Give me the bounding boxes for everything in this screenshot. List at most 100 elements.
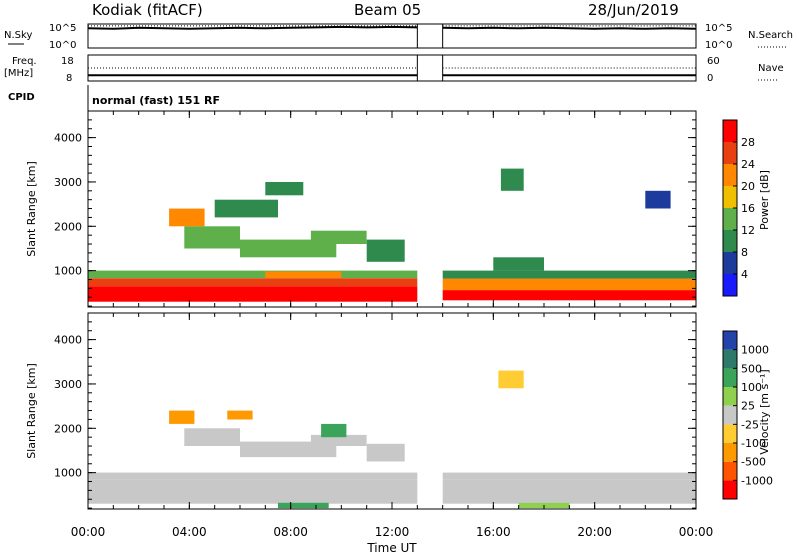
- x-tick-label-1: 04:00: [172, 525, 207, 539]
- x-axis-title: Time UT: [366, 541, 417, 554]
- velocity-region-6: [169, 410, 195, 424]
- freq-tick-bottom: 8: [66, 73, 72, 84]
- power-region-9: [240, 239, 337, 258]
- power-colorbar-label-5: 24: [741, 158, 755, 171]
- noise-right-label: N.Search: [748, 30, 793, 41]
- nave-tick-bottom: 0: [707, 73, 713, 84]
- power-colorbar-band-0: [723, 274, 737, 296]
- velocity-region-10: [227, 410, 253, 420]
- power-colorbar-label-0: 4: [741, 268, 748, 281]
- noise-right-tick-bottom: 10^0: [705, 40, 732, 51]
- date-label: 28/Jun/2019: [588, 1, 679, 19]
- velocity-colorbar-band-2: [723, 443, 737, 462]
- power-colorbar-band-4: [723, 186, 737, 208]
- power-region-14: [493, 257, 544, 271]
- power-colorbar-band-1: [723, 252, 737, 274]
- power-region-8: [184, 226, 240, 249]
- power-region-4: [442, 290, 696, 301]
- power-colorbar-label: Power [dB]: [758, 170, 771, 230]
- velocity-region-4: [278, 502, 329, 509]
- velocity-region-1: [88, 472, 418, 480]
- velocity-colorbar-label-0: -1000: [741, 474, 773, 487]
- power-colorbar-band-7: [723, 120, 737, 142]
- x-tick-label-4: 16:00: [476, 525, 511, 539]
- power-colorbar-band-3: [723, 208, 737, 230]
- power-colorbar-band-6: [723, 142, 737, 164]
- velocity-colorbar-band-6: [723, 368, 737, 387]
- noise-left-tick-top: 10^5: [49, 23, 76, 34]
- velocity-region-12: [366, 443, 405, 462]
- velocity-region-3: [442, 472, 696, 480]
- power-colorbar-label-1: 8: [741, 246, 748, 259]
- power-colorbar-label-2: 12: [741, 224, 755, 237]
- x-tick-label-0: 00:00: [71, 525, 106, 539]
- velocity-region-0: [88, 479, 418, 504]
- power-ytick-label-2: 3000: [54, 176, 82, 189]
- cpid-text: normal (fast) 151 RF: [92, 94, 220, 107]
- x-tick-label-3: 12:00: [375, 525, 410, 539]
- velocity-colorbar-band-5: [723, 387, 737, 406]
- power-region-3: [265, 271, 342, 279]
- velocity-region-13: [498, 370, 524, 389]
- noise-series-0-segment-1: [442, 26, 697, 30]
- x-tick-label-2: 08:00: [273, 525, 308, 539]
- power-ylabel: Slant Range [km]: [25, 161, 38, 257]
- velocity-colorbar-band-3: [723, 424, 737, 443]
- freq-label-line1: Freq.: [12, 56, 37, 67]
- noise-left-tick-bottom: 10^0: [49, 40, 76, 51]
- freq-tick-top: 18: [61, 56, 74, 67]
- power-colorbar-label-4: 20: [741, 180, 755, 193]
- velocity-colorbar-label: Velocity [m s⁻¹]: [758, 369, 771, 454]
- power-ytick-label-1: 2000: [54, 220, 82, 233]
- velocity-colorbar-band-0: [723, 480, 737, 499]
- power-region-15: [500, 168, 524, 191]
- power-colorbar-band-5: [723, 164, 737, 186]
- velocity-ytick-label-2: 3000: [54, 378, 82, 391]
- noise-panel-frame: [87, 23, 697, 49]
- power-colorbar-label-3: 16: [741, 202, 755, 215]
- power-region-1: [88, 278, 418, 287]
- velocity-colorbar-label-7: 1000: [741, 344, 769, 357]
- velocity-colorbar-band-4: [723, 405, 737, 425]
- velocity-region-2: [442, 479, 696, 504]
- power-region-10: [310, 230, 367, 244]
- velocity-colorbar-label-6: 500: [741, 362, 762, 375]
- power-region-6: [442, 270, 696, 279]
- velocity-colorbar-band-1: [723, 461, 737, 481]
- power-region-16: [645, 190, 671, 209]
- noise-right-tick-top: 10^5: [705, 23, 732, 34]
- power-region-13: [366, 239, 405, 262]
- power-region-5: [442, 278, 696, 291]
- velocity-colorbar-label-4: 25: [741, 400, 755, 413]
- velocity-ylabel: Slant Range [km]: [25, 363, 38, 459]
- velocity-ytick-label-0: 1000: [54, 467, 82, 480]
- velocity-colorbar-label-1: -500: [741, 456, 766, 469]
- power-region-0: [88, 286, 418, 302]
- noise-left-label: N.Sky: [4, 30, 32, 41]
- velocity-colorbar-label-2: -100: [741, 437, 766, 450]
- power-region-12: [265, 182, 304, 196]
- velocity-colorbar-band-8: [723, 331, 737, 350]
- power-region-7: [169, 208, 205, 227]
- velocity-ytick-label-3: 4000: [54, 334, 82, 347]
- x-tick-label-6: 00:00: [679, 525, 714, 539]
- power-ytick-label-0: 1000: [54, 265, 82, 278]
- noise-series-0-segment-0: [87, 25, 418, 30]
- nave-tick-top: 60: [707, 56, 720, 67]
- velocity-ytick-label-1: 2000: [54, 422, 82, 435]
- velocity-colorbar-label-5: 100: [741, 381, 762, 394]
- freq-label-line2: [MHz]: [4, 68, 33, 79]
- power-ytick-label-3: 4000: [54, 132, 82, 145]
- power-region-11: [214, 199, 278, 218]
- power-colorbar-band-2: [723, 230, 737, 252]
- beam-label: Beam 05: [354, 1, 421, 19]
- velocity-region-9: [310, 434, 367, 446]
- velocity-region-11: [321, 423, 347, 438]
- power-colorbar-label-6: 28: [741, 136, 755, 149]
- station-title: Kodiak (fitACF): [92, 1, 203, 19]
- x-tick-label-5: 20:00: [577, 525, 612, 539]
- velocity-colorbar-frame: [722, 330, 738, 500]
- power-region-2: [88, 270, 418, 279]
- velocity-colorbar-band-7: [723, 349, 737, 369]
